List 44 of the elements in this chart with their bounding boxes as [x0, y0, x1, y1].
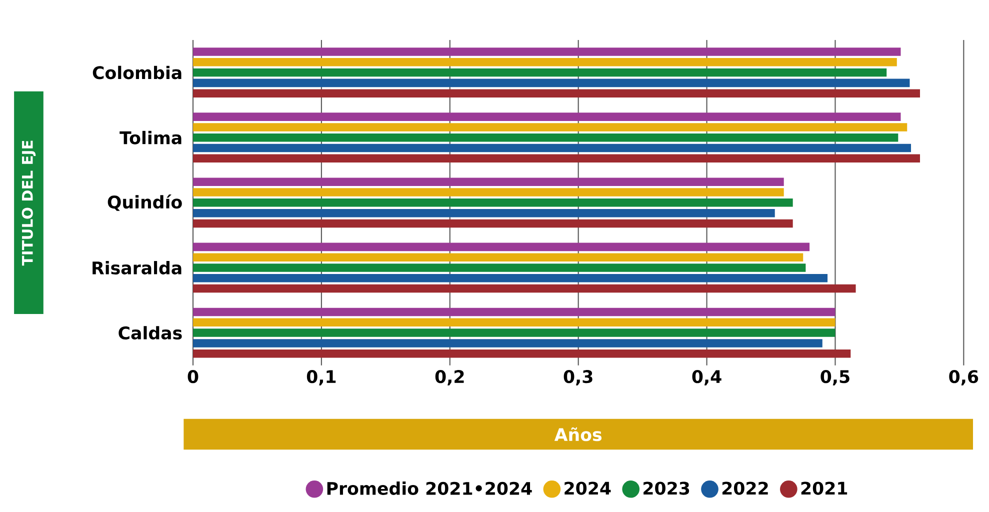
bar	[193, 274, 828, 282]
bar	[193, 198, 793, 207]
bar	[193, 349, 851, 358]
x-axis-title: Años	[554, 427, 602, 442]
bar	[193, 208, 775, 218]
bar	[193, 112, 901, 121]
bar	[193, 308, 836, 316]
y-tick-label: Quindío	[108, 194, 182, 211]
bar	[193, 78, 910, 88]
bar	[193, 154, 920, 163]
bar	[193, 133, 898, 142]
bar	[193, 242, 810, 252]
bar	[193, 48, 901, 56]
legend-label: 2023	[644, 482, 690, 495]
legend-label: 2022	[722, 482, 768, 495]
bar	[193, 58, 897, 66]
bar	[193, 144, 912, 152]
bar	[193, 188, 784, 196]
x-tick-label: 0,6	[949, 370, 978, 386]
bar	[193, 328, 836, 337]
legend-label: 2024	[564, 482, 611, 495]
y-tick-label: Colombia	[92, 66, 182, 80]
bar	[193, 264, 806, 272]
bar	[193, 284, 856, 293]
bar	[193, 318, 836, 327]
x-tick-label: 0,1	[306, 370, 336, 386]
x-tick-label: 0,5	[820, 370, 850, 386]
x-tick-label: 0,2	[435, 370, 464, 386]
bar	[193, 68, 887, 77]
y-tick-label: Tolima	[120, 130, 182, 144]
legend-label: Promedio 2021•2024	[327, 482, 532, 495]
bar	[193, 219, 793, 228]
x-tick-label: 0	[188, 370, 198, 384]
y-tick-label: Caldas	[118, 326, 182, 340]
y-tick-label: Risaralda	[92, 261, 182, 274]
bar	[193, 253, 804, 262]
bar	[193, 339, 822, 348]
legend-label: 2021	[801, 482, 848, 495]
bar	[193, 89, 920, 98]
bar	[193, 123, 908, 132]
y-axis-title: TITULO DEL EJE	[22, 140, 36, 266]
bar	[193, 178, 784, 186]
x-tick-label: 0,4	[692, 370, 722, 386]
x-tick-label: 0,3	[564, 370, 592, 386]
